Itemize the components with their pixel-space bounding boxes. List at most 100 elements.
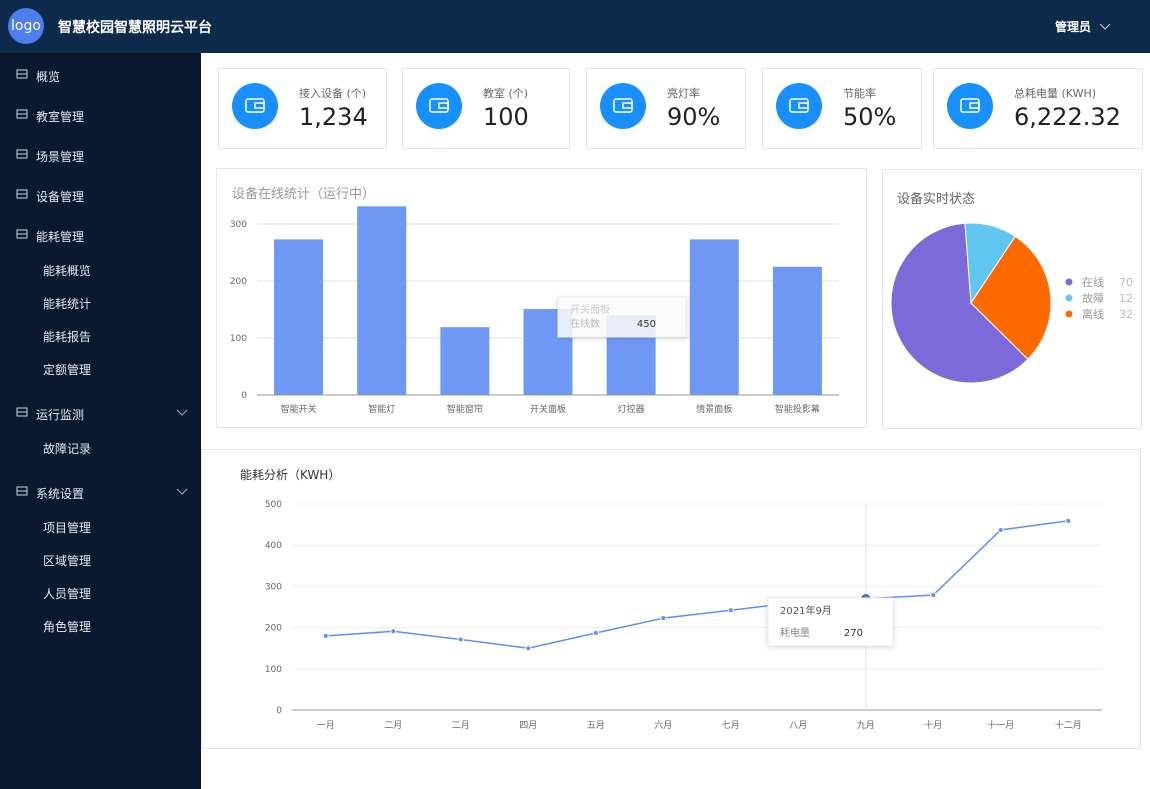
y-tick-label: 300: [265, 582, 282, 592]
y-tick-label: 0: [276, 706, 282, 716]
bar-panel: 设备在线统计（运行中） 0 100 200 300 智能开关 智能灯 智能窗帘 开关面板 灯控器情…: [216, 168, 867, 428]
submenu-item[interactable]: 角色管理: [0, 615, 201, 635]
stat-icon: [776, 83, 822, 129]
menu-item[interactable]: 能耗管理: [0, 225, 201, 245]
submenu-label: 人员管理: [43, 587, 92, 601]
legend-label: 在线: [1082, 275, 1104, 289]
user-menu[interactable]: 管理员: [1055, 18, 1111, 35]
legend-label: 故障: [1082, 291, 1104, 305]
menu-label: 教室管理: [36, 110, 85, 124]
menu-item[interactable]: 场景管理: [0, 145, 201, 165]
stat-value: 90%: [667, 103, 721, 131]
submenu-item[interactable]: 人员管理: [0, 582, 201, 602]
wallet-icon: [429, 98, 449, 113]
x-tick-label: 情景面板: [696, 403, 732, 415]
chart-title: 设备在线统计（运行中）: [232, 186, 375, 202]
submenu-label: 能耗概览: [43, 264, 92, 278]
x-tick-label: 四月: [519, 720, 537, 731]
point: [592, 629, 599, 636]
bar: [440, 327, 490, 395]
submenu-item[interactable]: 区域管理: [0, 549, 201, 569]
menu-icon: [16, 229, 28, 239]
tooltip-title: 2021年9月: [780, 604, 832, 617]
menu-icon: [16, 407, 28, 417]
line-chart: 能耗分析（KWH） 0 100 200 300 400 500 一月 二月 二月 四月 五月 六月 七月 八…: [240, 468, 1102, 731]
sidebar: 概览教室管理场景管理设备管理能耗管理能耗概览能耗统计能耗报告定额管理运行监测故障…: [0, 53, 201, 789]
header: logo 智慧校园智慧照明云平台 管理员: [0, 0, 1150, 53]
stat-icon: [232, 83, 278, 129]
icon-shape: [254, 102, 265, 109]
stat-value: 100: [483, 103, 529, 131]
stat-label: 总耗电量 (KWH): [1014, 87, 1097, 100]
x-tick-label: 灯控器: [618, 403, 645, 415]
bar: [274, 239, 324, 395]
chevron: [1099, 23, 1111, 30]
x-tick-label: 智能窗帘: [447, 403, 483, 415]
legend-swatch: [1065, 310, 1073, 318]
submenu-item[interactable]: 定额管理: [0, 358, 201, 378]
legend-value: 12: [1119, 292, 1133, 305]
stat-value: 6,222.32: [1014, 103, 1121, 131]
submenu-item[interactable]: 能耗统计: [0, 292, 201, 312]
bar: [689, 239, 739, 395]
menu-label: 运行监测: [36, 408, 85, 422]
user-name: 管理员: [1055, 20, 1092, 34]
app-title: 智慧校园智慧照明云平台: [58, 20, 212, 36]
menu-item[interactable]: 运行监测: [0, 403, 201, 423]
stat-label: 接入设备 (个): [299, 87, 367, 100]
menu-icon: [16, 486, 28, 496]
y-tick-label: 200: [265, 624, 282, 634]
icon-shape: [969, 102, 980, 109]
chevron-path: [176, 488, 188, 495]
submenu-item[interactable]: 能耗概览: [0, 259, 201, 279]
stat-icon: [600, 83, 646, 129]
wallet-icon: [613, 98, 633, 113]
chevron-path: [176, 409, 188, 416]
x-tick-label: 十月: [924, 719, 942, 731]
menu-label: 系统设置: [36, 487, 85, 501]
x-tick-label: 七月: [722, 720, 740, 731]
icon-shape: [798, 102, 809, 109]
tooltip-label: 耗电量: [780, 626, 810, 639]
tooltip-value: 270: [844, 628, 863, 639]
submenu-label: 项目管理: [43, 521, 92, 535]
y-tick-label: 100: [230, 334, 247, 344]
pie-slice: [890, 222, 1029, 384]
x-tick-label: 一月: [317, 720, 335, 731]
point: [390, 628, 397, 635]
pie-panel: 设备实时状态 在线 70 故障 12 离线 32: [882, 169, 1142, 429]
submenu-label: 角色管理: [43, 620, 92, 634]
legend-value: 70: [1119, 276, 1133, 289]
submenu-label: 故障记录: [43, 442, 92, 456]
point: [457, 636, 464, 643]
x-tick-label: 二月: [452, 720, 470, 731]
legend-swatch: [1065, 294, 1073, 302]
submenu-item[interactable]: 能耗报告: [0, 325, 201, 345]
chart-title: 设备实时状态: [897, 191, 975, 207]
menu-item[interactable]: 教室管理: [0, 105, 201, 125]
point: [1065, 517, 1072, 524]
stat-card: 节能率 50%: [762, 68, 922, 149]
y-tick-label: 400: [265, 541, 282, 551]
x-tick-label: 十一月: [987, 719, 1014, 731]
submenu-label: 能耗统计: [43, 297, 92, 311]
menu-item[interactable]: 设备管理: [0, 185, 201, 205]
wallet-icon: [245, 98, 265, 113]
menu-item[interactable]: 概览: [0, 65, 201, 85]
point: [997, 526, 1004, 533]
menu-icon: [16, 109, 28, 119]
stat-label: 教室 (个): [483, 87, 529, 100]
icon-shape: [622, 102, 633, 109]
stat-value: 50%: [843, 103, 897, 131]
submenu-item[interactable]: 故障记录: [0, 437, 201, 457]
submenu-item[interactable]: 项目管理: [0, 516, 201, 536]
stat-card: 教室 (个) 100: [402, 68, 570, 149]
menu-item[interactable]: 系统设置: [0, 482, 201, 502]
logo[interactable]: logo: [8, 8, 44, 44]
stat-value: 1,234: [299, 103, 368, 131]
stat-card: 接入设备 (个) 1,234: [218, 68, 387, 149]
x-tick-label: 五月: [587, 720, 605, 731]
x-tick-label: 智能投影幕: [775, 403, 820, 415]
stat-label: 亮灯率: [667, 87, 700, 100]
